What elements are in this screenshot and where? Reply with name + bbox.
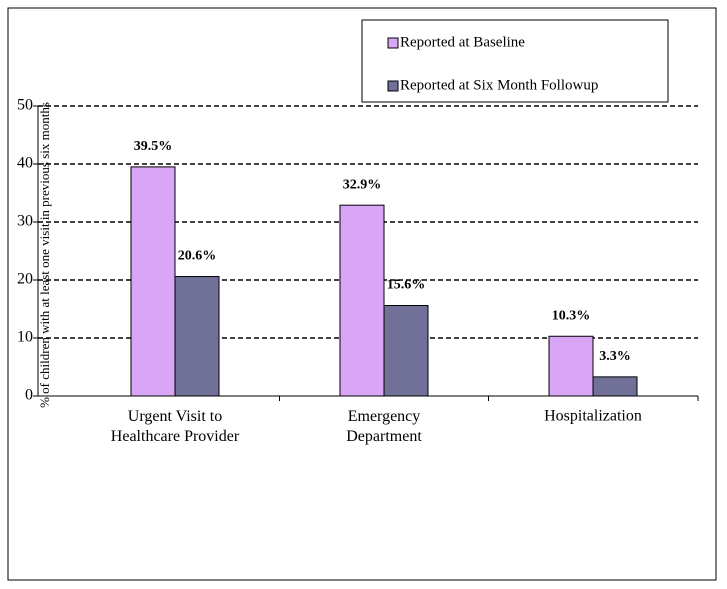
x-tick-label: Hospitalization [544,408,642,425]
bar [592,376,638,397]
x-tick-label: Urgent Visit to Healthcare Provider [111,408,240,445]
value-label: 32.9% [343,177,382,192]
y-tick-label: 10 [17,329,33,346]
value-label: 15.6% [387,278,426,293]
bar [339,204,385,397]
legend-label: Reported at Baseline [400,34,525,50]
bar [548,335,594,397]
y-tick-label: 40 [17,155,33,172]
bar [383,305,429,397]
y-tick-label: 20 [17,271,33,288]
legend-box [361,19,669,103]
frame [7,7,717,581]
value-label: 39.5% [134,139,173,154]
bar [130,166,176,397]
y-tick-label: 30 [17,213,33,230]
x-tick-label: Emergency Department [346,408,422,445]
bar [174,276,220,397]
value-label: 10.3% [552,308,591,323]
legend-swatch [387,37,399,49]
y-tick-label: 0 [25,387,33,404]
legend-label: Reported at Six Month Followup [400,77,598,93]
y-axis-title: % of children with at least one visit in… [37,102,52,408]
value-label: 20.6% [178,249,217,264]
y-tick-label: 50 [17,97,33,114]
legend-swatch [387,80,399,92]
value-label: 3.3% [599,349,631,364]
